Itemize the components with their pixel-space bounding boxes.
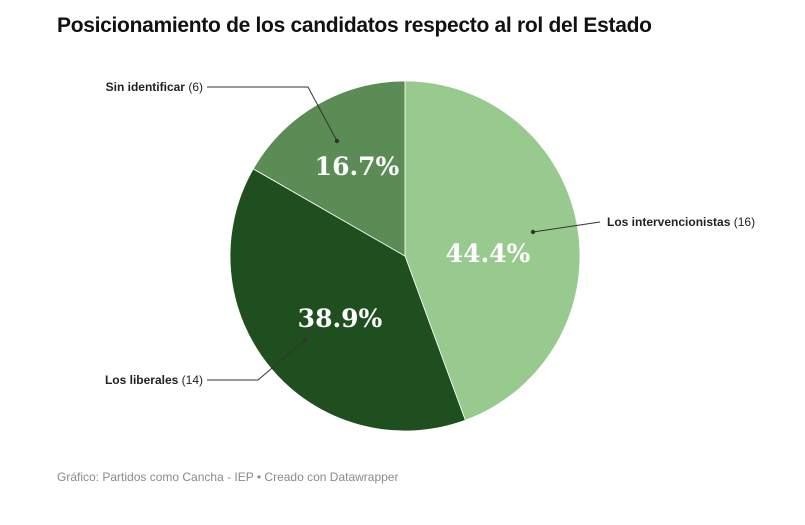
legend-label-sin-identificar: Sin identificar (6) — [106, 80, 203, 94]
leader-dot — [530, 229, 536, 235]
credit-note: • Creado con Datawrapper — [253, 470, 399, 484]
category-name: Los liberales — [105, 373, 179, 387]
leader-line-liberales — [207, 339, 306, 381]
leader-line-sin-identificar — [207, 86, 338, 142]
slice-label-intervencionistas: 44.4% — [446, 239, 531, 268]
footer: Gráfico: Partidos como Cancha - IEP • Cr… — [57, 470, 398, 484]
category-count: (14) — [182, 373, 203, 387]
leader-dot — [334, 138, 340, 144]
category-count: (16) — [734, 215, 755, 229]
source-note: Gráfico: Partidos como Cancha - IEP — [57, 470, 254, 484]
chart-title: Posicionamiento de los candidatos respec… — [57, 14, 652, 37]
category-name: Los intervencionistas — [607, 215, 731, 229]
legend-label-liberales: Los liberales (14) — [105, 373, 203, 387]
category-name: Sin identificar — [106, 80, 186, 94]
slice-label-liberales: 38.9% — [298, 304, 383, 333]
category-count: (6) — [188, 80, 203, 94]
legend-label-intervencionistas: Los intervencionistas (16) — [607, 215, 755, 229]
leader-line-intervencionistas — [532, 221, 601, 233]
slice-label-sin-identificar: 16.7% — [315, 152, 400, 181]
leader-dot — [302, 337, 308, 343]
